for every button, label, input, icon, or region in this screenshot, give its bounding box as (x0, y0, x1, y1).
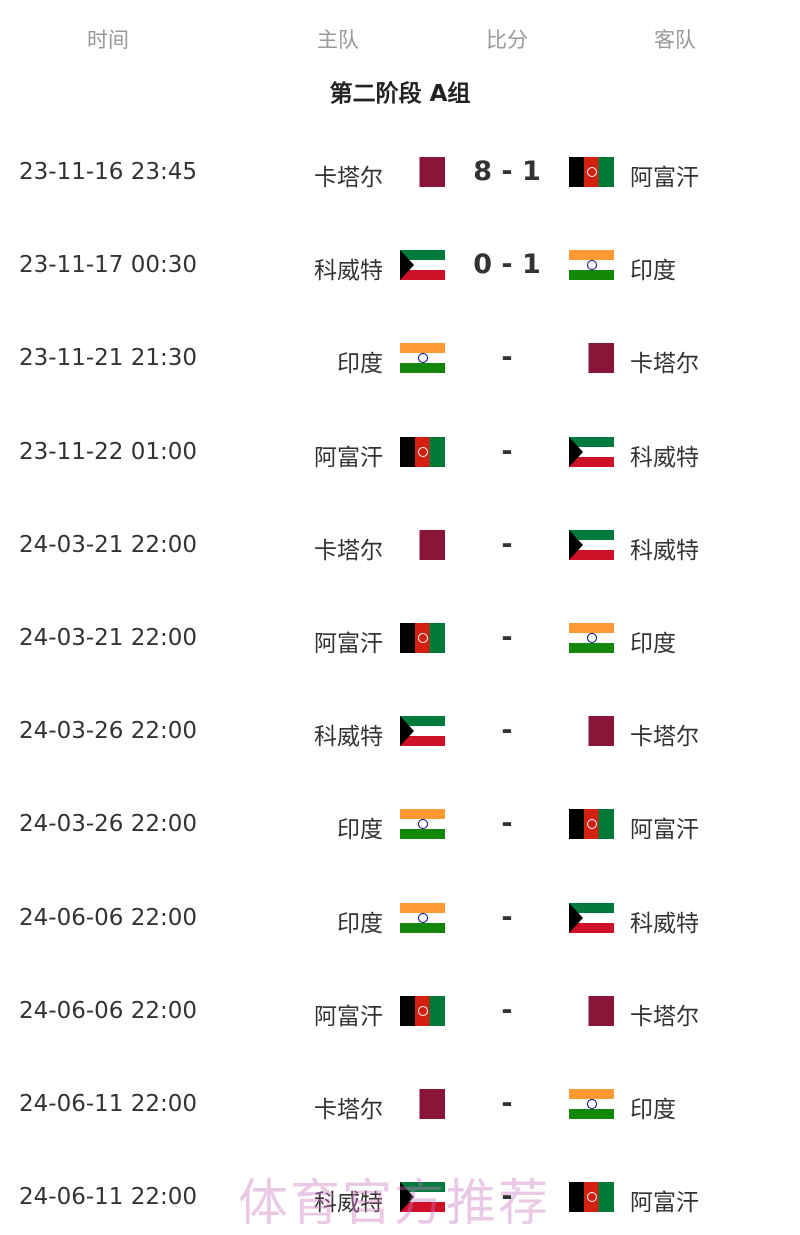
match-score: 0 - 1 (473, 249, 541, 281)
home-team: 科威特 (314, 1190, 383, 1217)
away-team: 科威特 (630, 910, 699, 937)
match-time: 24-03-21 22:00 (19, 531, 197, 558)
away-team: 科威特 (630, 537, 699, 564)
match-time: 24-03-26 22:00 (19, 718, 197, 745)
away-team: 卡塔尔 (630, 1003, 699, 1030)
match-row[interactable]: 24-03-26 22:00 印度 - 阿富汗 (0, 805, 800, 845)
match-score: - (501, 528, 513, 560)
match-time: 24-03-26 22:00 (19, 811, 197, 838)
away-team: 卡塔尔 (630, 724, 699, 751)
match-row[interactable]: 23-11-16 23:45 卡塔尔 8 - 1 阿富汗 (0, 153, 800, 193)
match-row[interactable]: 23-11-22 01:00 阿富汗 - 科威特 (0, 433, 800, 473)
match-row[interactable]: 23-11-21 21:30 印度 - 卡塔尔 (0, 339, 800, 379)
match-score: - (501, 1088, 513, 1119)
watermark: 体育官方推荐 (238, 1174, 550, 1232)
away-flag-icon (569, 1182, 614, 1213)
match-row[interactable]: 24-03-26 22:00 科威特 - 卡塔尔 (0, 712, 800, 752)
match-time: 24-06-11 22:00 (19, 1091, 197, 1117)
home-flag-icon (412, 529, 445, 560)
match-row[interactable]: 24-06-06 22:00 阿富汗 - 卡塔尔 (0, 992, 800, 1032)
match-time: 24-06-11 22:00 (19, 1184, 197, 1211)
group-title: 第二阶段 A组 (329, 81, 471, 107)
home-team: 科威特 (314, 724, 383, 751)
away-flag-icon (569, 1089, 614, 1119)
away-team: 科威特 (630, 444, 699, 471)
header-home: 主队 (317, 28, 359, 52)
match-score: - (501, 901, 513, 933)
home-team: 阿富汗 (314, 631, 383, 657)
header-time: 时间 (87, 28, 129, 52)
home-flag-icon (400, 1182, 445, 1213)
match-time: 24-03-21 22:00 (19, 625, 197, 651)
match-score: - (501, 435, 513, 467)
match-score: - (501, 808, 513, 840)
home-team: 卡塔尔 (314, 165, 383, 191)
match-row[interactable]: 24-03-21 22:00 阿富汗 - 印度 (0, 619, 800, 659)
header-score: 比分 (486, 28, 528, 52)
match-row[interactable]: 24-06-11 22:00 科威特 - 阿富汗 (0, 1178, 800, 1218)
home-flag-icon (400, 716, 445, 747)
away-team: 印度 (630, 258, 676, 285)
home-flag-icon (400, 250, 445, 281)
match-time: 23-11-21 21:30 (19, 345, 197, 372)
match-score: - (501, 342, 513, 374)
away-team: 印度 (630, 631, 676, 657)
home-flag-icon (400, 809, 445, 840)
match-row[interactable]: 24-06-06 22:00 印度 - 科威特 (0, 899, 800, 939)
match-score: - (501, 622, 513, 653)
match-time: 23-11-16 23:45 (19, 159, 197, 185)
match-row[interactable]: 24-03-21 22:00 卡塔尔 - 科威特 (0, 526, 800, 566)
home-team: 印度 (337, 351, 383, 378)
away-team: 阿富汗 (630, 1190, 699, 1217)
home-team: 印度 (337, 817, 383, 844)
away-flag-icon (581, 995, 614, 1026)
match-time: 24-06-06 22:00 (19, 997, 197, 1024)
home-flag-icon (400, 436, 445, 467)
match-score: - (501, 994, 513, 1026)
home-team: 印度 (337, 910, 383, 937)
home-team: 阿富汗 (314, 1003, 383, 1030)
match-time: 24-06-06 22:00 (19, 904, 197, 931)
away-flag-icon (569, 436, 614, 467)
header-away: 客队 (654, 28, 696, 52)
match-time: 23-11-17 00:30 (19, 252, 197, 279)
away-team: 阿富汗 (630, 817, 699, 844)
match-row[interactable]: 23-11-17 00:30 科威特 0 - 1 印度 (0, 246, 800, 286)
away-team: 阿富汗 (630, 165, 699, 191)
match-time: 23-11-22 01:00 (19, 438, 197, 465)
home-team: 科威特 (314, 258, 383, 285)
home-flag-icon (412, 1089, 445, 1119)
away-team: 卡塔尔 (630, 351, 699, 378)
match-row[interactable]: 24-06-11 22:00 卡塔尔 - 印度 (0, 1085, 800, 1125)
home-flag-icon (412, 157, 445, 187)
home-flag-icon (400, 995, 445, 1026)
away-flag-icon (569, 529, 614, 560)
away-flag-icon (569, 157, 614, 187)
away-flag-icon (569, 250, 614, 281)
home-flag-icon (400, 343, 445, 374)
home-flag-icon (400, 623, 445, 653)
away-flag-icon (569, 623, 614, 653)
home-team: 卡塔尔 (314, 1097, 383, 1123)
home-team: 阿富汗 (314, 444, 383, 471)
match-score: - (501, 1181, 513, 1213)
match-score: - (501, 715, 513, 747)
home-team: 卡塔尔 (314, 537, 383, 564)
away-team: 印度 (630, 1097, 676, 1123)
away-flag-icon (581, 716, 614, 747)
match-score: 8 - 1 (473, 156, 541, 187)
home-flag-icon (400, 902, 445, 933)
away-flag-icon (569, 809, 614, 840)
away-flag-icon (581, 343, 614, 374)
away-flag-icon (569, 902, 614, 933)
